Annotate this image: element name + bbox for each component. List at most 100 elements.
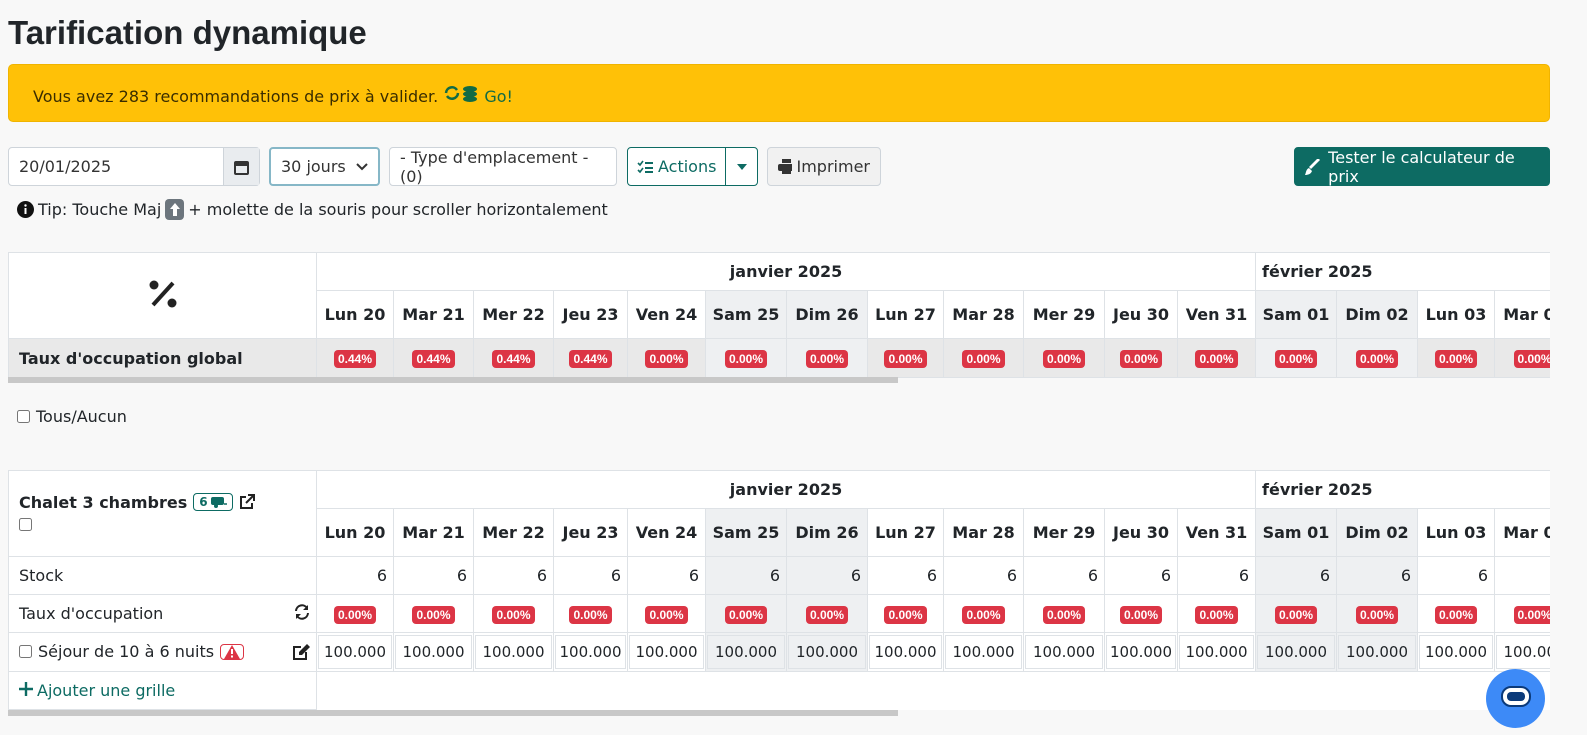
day-header: Sam 01 <box>1255 290 1337 339</box>
date-input[interactable]: 20/01/2025 <box>8 147 260 186</box>
rate-badge: 0.00% <box>1195 605 1238 624</box>
price-input[interactable]: 100.000 <box>555 635 626 669</box>
chalet-table: Chalet 3 chambres 6 janvier 2025 février 20… <box>8 470 1550 710</box>
cell: 6 <box>786 556 868 595</box>
refresh-icon[interactable] <box>294 604 310 620</box>
cell: 0.00% <box>943 594 1024 633</box>
cell: 0.00% <box>1493 594 1550 633</box>
stock-value: 6 <box>769 566 780 585</box>
cell: 100.000 <box>393 632 474 672</box>
cell: 6 <box>1336 556 1418 595</box>
cell: 0.00% <box>786 338 868 378</box>
actions-button[interactable]: Actions <box>627 147 758 186</box>
price-input[interactable]: 100.000 <box>1419 635 1493 669</box>
cell: 0.00% <box>705 594 787 633</box>
cell: 100.000 <box>1493 632 1550 672</box>
checkbox[interactable] <box>17 410 30 423</box>
price-input[interactable]: 100.000 <box>395 635 472 669</box>
rate-badge: 0.44% <box>569 350 612 368</box>
cell: 6 <box>316 556 394 595</box>
price-input[interactable]: 100.000 <box>869 635 942 669</box>
price-input[interactable]: 100.000 <box>629 635 704 669</box>
add-cell: Ajouter une grille <box>8 671 317 710</box>
percent-icon <box>149 280 176 307</box>
price-input[interactable]: 100.000 <box>318 635 392 669</box>
cell: 100.000 <box>627 632 706 672</box>
scrollbar <box>8 710 898 716</box>
cell: 0.00% <box>627 594 706 633</box>
calendar-button[interactable] <box>223 148 259 185</box>
stock-value: 6 <box>688 566 699 585</box>
month-header: janvier 2025 <box>316 470 1256 509</box>
checkbox[interactable] <box>19 645 32 658</box>
month-header: février 2025 <box>1254 252 1550 291</box>
price-input[interactable]: 100.000 <box>707 635 785 669</box>
cell: 0.00% <box>1255 338 1337 378</box>
stock-value: 6 <box>1477 566 1488 585</box>
actions-dropdown[interactable] <box>726 163 757 170</box>
cell: 6 <box>943 556 1024 595</box>
cell: 0.44% <box>316 338 394 378</box>
warning-icon <box>224 644 241 659</box>
day-header: Ven 31 <box>1177 508 1256 557</box>
scrollbar <box>8 377 898 383</box>
select-all[interactable]: Tous/Aucun <box>17 407 127 426</box>
cell: 100.000 <box>1255 632 1337 672</box>
price-input[interactable]: 100.000 <box>1496 635 1550 669</box>
calculator-button[interactable]: Tester le calculateur de prix <box>1294 147 1550 186</box>
cell: 100.000 <box>1104 632 1178 672</box>
rate-badge: 0.00% <box>1042 350 1086 368</box>
checkbox[interactable] <box>19 517 32 531</box>
day-header: Mar 28 <box>943 508 1024 557</box>
day-header: Dim 02 <box>1336 290 1418 339</box>
edit-icon[interactable] <box>293 644 310 660</box>
period-select[interactable]: 30 jours <box>269 147 380 186</box>
price-input[interactable]: 100.000 <box>475 635 552 669</box>
plus-icon <box>19 682 33 696</box>
day-header: Dim 26 <box>786 508 868 557</box>
day-header: Sam 25 <box>705 290 787 339</box>
price-input[interactable]: 100.000 <box>1106 635 1176 669</box>
cell: 0.00% <box>1336 594 1418 633</box>
price-input[interactable]: 100.000 <box>788 635 866 669</box>
price-input[interactable]: 100.000 <box>1257 635 1335 669</box>
alert-link[interactable]: Go! <box>484 87 513 106</box>
cell: 6 <box>1023 556 1105 595</box>
cell: 6 <box>705 556 787 595</box>
rate-badge: 0.44% <box>333 350 377 368</box>
add-grid-link[interactable]: Ajouter une grille <box>37 681 176 700</box>
day-header: Lun 03 <box>1417 508 1495 557</box>
tip-text: + molette de la souris pour scroller hor… <box>188 200 608 219</box>
rate-badge: 0.00% <box>1119 350 1163 368</box>
stock-value: 6 <box>1238 566 1249 585</box>
cell: 0.00% <box>1417 338 1495 378</box>
chat-button[interactable] <box>1486 669 1545 728</box>
type-filter[interactable]: - Type d'emplacement - (0) <box>389 147 617 186</box>
cell: 100.000 <box>1417 632 1495 672</box>
rate-badge: 0.44% <box>412 350 455 368</box>
cell: 0.44% <box>553 338 628 378</box>
cell: 0.00% <box>1336 338 1418 378</box>
day-header: Jeu 30 <box>1104 290 1178 339</box>
price-input[interactable]: 100.000 <box>945 635 1022 669</box>
month-row: Chalet 3 chambres 6 janvier 2025 février 20… <box>8 470 1550 557</box>
print-button[interactable]: Imprimer <box>767 147 881 186</box>
rate-badge: 0.00% <box>724 350 768 368</box>
corner-cell: Chalet 3 chambres 6 <box>8 470 317 557</box>
cell: 0.00% <box>867 338 944 378</box>
cell: 0.00% <box>705 338 787 378</box>
chalet-name: Chalet 3 chambres <box>19 492 188 512</box>
price-input[interactable]: 100.000 <box>1179 635 1254 669</box>
cell: 6 <box>627 556 706 595</box>
day-header: Ven 24 <box>627 508 706 557</box>
cell: 0.00% <box>316 594 394 633</box>
price-input[interactable]: 100.000 <box>1338 635 1416 669</box>
alert-text: Vous avez 283 recommandations de prix à … <box>33 87 439 106</box>
rate-badge: 0.00% <box>1513 605 1550 624</box>
price-input[interactable]: 100.000 <box>1025 635 1103 669</box>
cell: 100.000 <box>316 632 394 672</box>
external-link-icon[interactable] <box>239 494 255 510</box>
info-icon <box>17 201 34 218</box>
tip: Tip: Touche Maj + molette de la souris po… <box>17 199 608 220</box>
